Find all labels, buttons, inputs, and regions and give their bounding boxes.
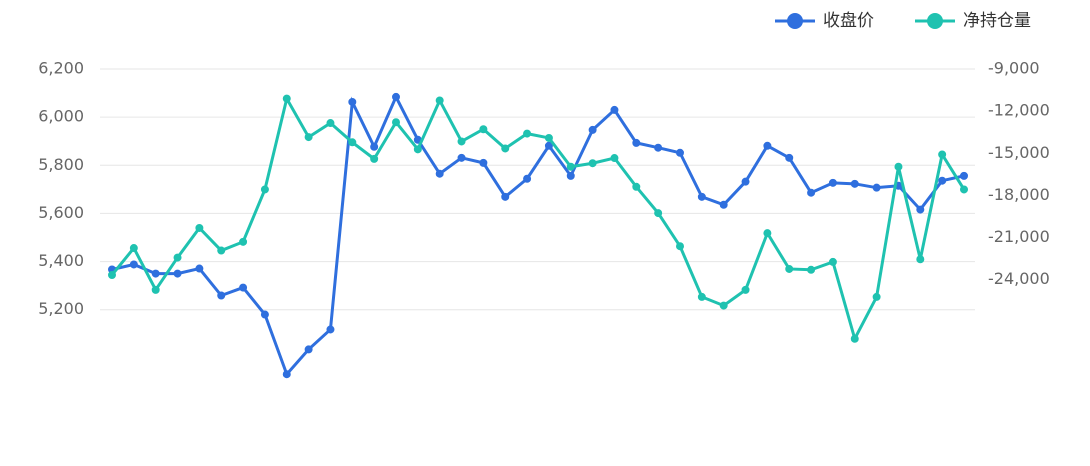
data-point: [676, 242, 684, 251]
data-point: [960, 171, 968, 180]
data-point: [501, 144, 510, 153]
data-point: [173, 269, 182, 278]
data-point: [326, 325, 335, 334]
data-point: [807, 265, 816, 274]
data-point: [217, 291, 226, 300]
data-point: [523, 174, 532, 183]
data-point: [173, 253, 182, 262]
data-point: [632, 182, 641, 191]
y2-tick-label: -15,000: [988, 143, 1050, 162]
data-point: [195, 264, 204, 273]
y-tick-label: 6,000: [38, 107, 84, 126]
data-point: [719, 301, 728, 310]
data-point: [588, 125, 597, 134]
data-point: [741, 285, 750, 294]
data-point: [260, 310, 269, 319]
data-point: [457, 153, 466, 162]
data-point: [828, 257, 837, 266]
data-point: [785, 264, 794, 273]
data-point: [260, 185, 269, 194]
data-point: [807, 188, 816, 197]
data-point: [392, 92, 400, 101]
data-point: [151, 285, 160, 294]
y-tick-label: 6,200: [38, 59, 84, 78]
data-point: [129, 244, 138, 253]
data-point: [501, 192, 510, 201]
data-point: [370, 142, 379, 151]
data-point: [828, 178, 837, 187]
data-point: [435, 169, 444, 178]
data-point: [588, 159, 597, 168]
data-point: [544, 141, 553, 150]
data-point: [632, 138, 641, 147]
data-point: [741, 177, 750, 186]
data-point: [654, 209, 663, 218]
data-point: [719, 200, 728, 209]
data-point: [282, 370, 291, 379]
data-point: [850, 179, 859, 188]
data-point: [610, 154, 619, 163]
data-point: [872, 183, 881, 192]
data-point: [239, 237, 248, 246]
y-tick-label: 5,200: [38, 299, 84, 318]
legend-marker: [927, 13, 943, 29]
data-point: [392, 118, 400, 127]
data-point: [413, 145, 422, 154]
data-point: [239, 283, 248, 292]
data-point: [697, 192, 706, 201]
data-point: [872, 292, 881, 301]
data-point: [282, 94, 291, 103]
data-point: [610, 105, 619, 114]
data-point: [108, 270, 116, 279]
data-point: [326, 119, 335, 128]
data-point: [785, 153, 794, 162]
legend-marker: [787, 13, 803, 29]
data-point: [763, 229, 772, 238]
y2-tick-label: -21,000: [988, 227, 1050, 246]
data-point: [129, 260, 138, 269]
data-point: [348, 97, 357, 106]
y2-tick-label: -9,000: [988, 59, 1040, 78]
y2-tick-label: -12,000: [988, 101, 1050, 120]
legend-label: 收盘价: [823, 11, 874, 31]
data-point: [457, 137, 466, 146]
data-point: [348, 138, 357, 147]
data-point: [304, 345, 313, 354]
data-point: [217, 246, 226, 255]
data-point: [566, 171, 575, 180]
data-point: [151, 269, 160, 278]
data-point: [370, 154, 379, 163]
data-point: [566, 162, 575, 171]
data-point: [654, 143, 663, 152]
data-point: [676, 148, 684, 157]
data-point: [916, 205, 925, 214]
y2-tick-label: -24,000: [988, 269, 1050, 288]
data-point: [916, 255, 925, 264]
data-point: [938, 176, 947, 185]
data-point: [435, 96, 444, 105]
series-line: [111, 93, 965, 378]
data-point: [479, 158, 488, 167]
data-point: [763, 141, 772, 150]
y-tick-label: 5,800: [38, 155, 84, 174]
data-point: [304, 133, 313, 142]
data-point: [960, 185, 968, 194]
legend-label: 净持仓量: [963, 11, 1031, 31]
y-tick-label: 5,600: [38, 203, 84, 222]
data-point: [195, 223, 204, 232]
data-point: [938, 150, 947, 159]
data-point: [479, 125, 488, 134]
series-line: [110, 94, 966, 343]
data-point: [544, 133, 553, 142]
y2-tick-label: -18,000: [988, 185, 1050, 204]
data-point: [697, 292, 706, 301]
data-point: [894, 162, 903, 171]
y-tick-label: 5,400: [38, 251, 84, 270]
data-point: [850, 334, 859, 343]
data-point: [523, 129, 532, 138]
